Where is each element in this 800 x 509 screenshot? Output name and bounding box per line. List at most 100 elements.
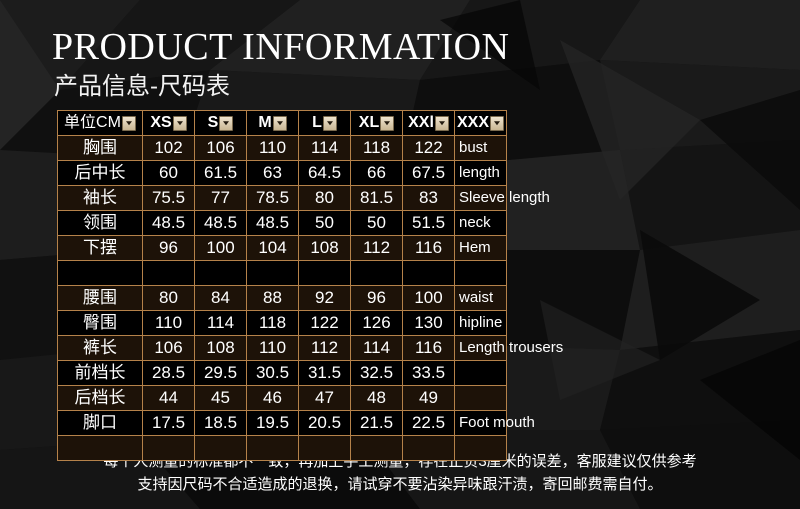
measurement-value: 83 [419,188,438,207]
measurement-value: 48 [367,388,386,407]
table-row: 裤长 106 108 110 112 114 116 Length trousers [57,335,563,361]
row-label: 臀围 [83,313,117,332]
measurement-cell: 63 [246,160,299,186]
row-label-cell: 腰围 [57,285,143,311]
measurement-value: 48.5 [203,213,238,232]
measurement-cell: 122 [402,135,455,161]
table-row: 后档长 44 45 46 47 48 49 [57,385,508,411]
measurement-cell [402,260,455,286]
measurement-value: 19.5 [255,413,290,432]
table-row: 领围 48.5 48.5 48.5 50 50 51.5 neck [57,210,508,236]
measurement-cell: 80 [298,185,351,211]
filter-dropdown-icon-unit[interactable] [121,115,136,131]
row-label: 袖长 [83,188,117,207]
header-label-xxx: XXX [457,114,490,131]
measurement-value: 92 [315,288,334,307]
english-label-cell: neck [453,210,508,236]
measurement-cell: 77 [194,185,247,211]
row-label: 胸围 [83,138,117,157]
measurement-cell [194,260,247,286]
measurement-value: 78.5 [255,188,290,207]
measurement-cell: 100 [194,235,247,261]
filter-dropdown-icon-m[interactable] [272,115,287,131]
table-row: 后中长 60 61.5 63 64.5 66 67.5 length [57,160,508,186]
measurement-cell [298,435,351,461]
header-cell-xxl[interactable]: XXl [402,110,455,136]
measurement-value: 30.5 [255,363,290,382]
table-row: 下摆 96 100 104 108 112 116 Hem [57,235,508,261]
header-label-s: S [207,114,219,131]
measurement-value: 18.5 [203,413,238,432]
header-cell-s[interactable]: S [194,110,247,136]
english-label-cell [453,385,508,411]
measurement-cell: 80 [142,285,195,311]
measurement-cell: 31.5 [298,360,351,386]
row-label-cell: 裤长 [57,335,143,361]
measurement-value: 80 [315,188,334,207]
row-label-cell: 胸围 [57,135,143,161]
measurement-cell: 20.5 [298,410,351,436]
row-label-cell: 下摆 [57,235,143,261]
measurement-value: 63 [263,163,282,182]
row-label-cell: 脚口 [57,410,143,436]
measurement-value: 108 [310,238,339,257]
header-cell-unit[interactable]: 单位CM [57,110,143,136]
filter-dropdown-icon-xxl[interactable] [434,115,449,131]
filter-dropdown-icon-l[interactable] [322,115,337,131]
measurement-value: 17.5 [151,413,186,432]
header-cell-xl[interactable]: XL [350,110,403,136]
measurement-cell: 48 [350,385,403,411]
table-row: 腰围 80 84 88 92 96 100 waist [57,285,508,311]
row-label-cell: 后档长 [57,385,143,411]
measurement-value: 33.5 [411,363,446,382]
table-header-row: 单位CM XS S [57,110,508,136]
measurement-cell: 114 [194,310,247,336]
measurement-value: 67.5 [411,163,446,182]
measurement-cell: 50 [350,210,403,236]
measurement-value: 80 [159,288,178,307]
measurement-value: 110 [258,138,287,157]
measurement-value: 130 [414,313,443,332]
measurement-value: 112 [362,238,391,257]
measurement-cell: 46 [246,385,299,411]
header-cell-m[interactable]: M [246,110,299,136]
measurement-cell: 122 [298,310,351,336]
row-label-cell: 后中长 [57,160,143,186]
measurement-cell: 67.5 [402,160,455,186]
row-label-cell [57,435,143,461]
header-cell-xxx[interactable]: XXX [453,110,508,136]
measurement-cell: 114 [350,335,403,361]
measurement-cell [142,435,195,461]
measurement-cell: 49 [402,385,455,411]
measurement-value: 100 [206,238,235,257]
measurement-value: 122 [414,138,443,157]
measurement-cell: 60 [142,160,195,186]
header-label-xl: XL [358,114,380,131]
measurement-cell: 110 [246,335,299,361]
measurement-value: 110 [154,313,183,332]
measurement-cell: 48.5 [246,210,299,236]
measurement-cell: 22.5 [402,410,455,436]
measurement-cell: 18.5 [194,410,247,436]
filter-dropdown-icon-s[interactable] [219,115,234,131]
row-label-cell: 袖长 [57,185,143,211]
measurement-cell: 64.5 [298,160,351,186]
measurement-value: 116 [414,338,443,357]
english-label: length [459,164,500,181]
filter-dropdown-icon-xs[interactable] [172,115,187,131]
page-title-english: PRODUCT INFORMATION [52,26,510,68]
filter-dropdown-icon-xl[interactable] [380,115,395,131]
measurement-cell: 116 [402,235,455,261]
english-label: Hem [459,239,491,256]
measurement-value: 50 [315,213,334,232]
size-chart-container: 单位CM XS S [57,110,563,461]
header-cell-xs[interactable]: XS [142,110,195,136]
measurement-value: 45 [211,388,230,407]
measurement-cell [402,435,455,461]
header-cell-l[interactable]: L [298,110,351,136]
measurement-cell: 19.5 [246,410,299,436]
disclaimer-line-2: 支持因尺码不合适造成的退换，请试穿不要沾染异味跟汗渍，寄回邮费需自付。 [137,476,663,493]
measurement-value: 64.5 [307,163,342,182]
row-label-cell: 臀围 [57,310,143,336]
filter-dropdown-icon-xxx[interactable] [490,115,505,131]
